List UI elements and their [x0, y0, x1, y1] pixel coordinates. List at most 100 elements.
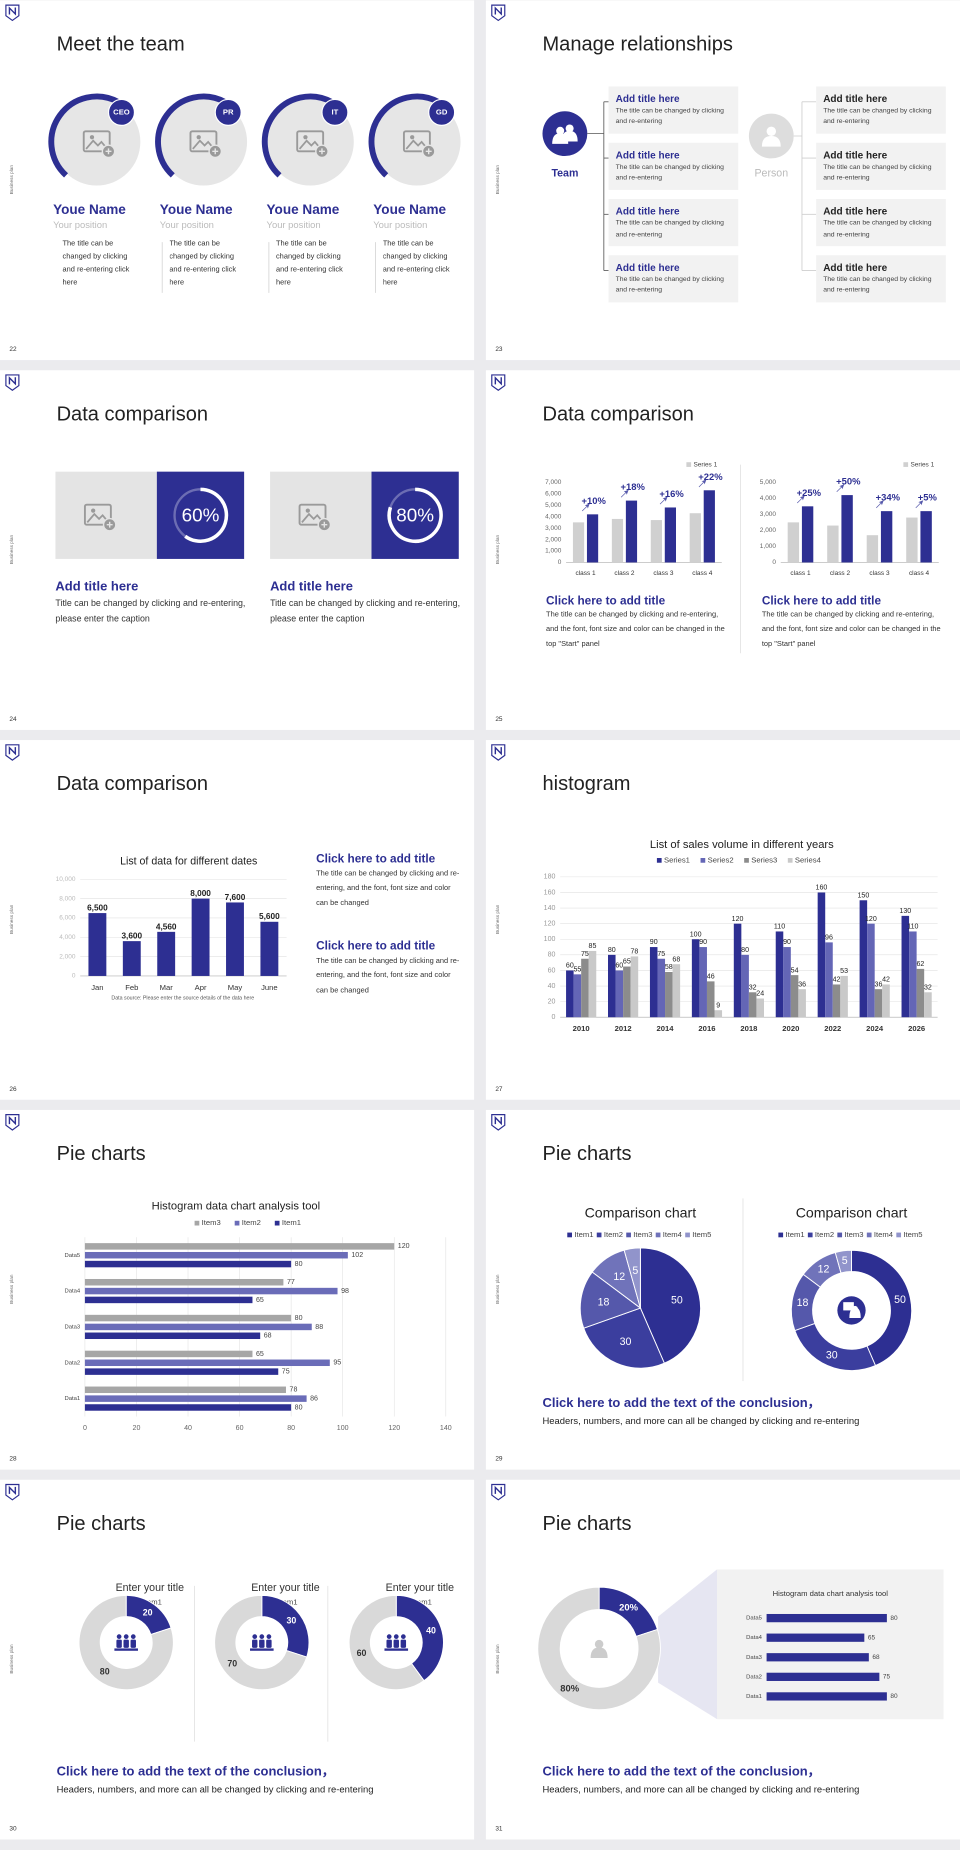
x-tick-label: 120: [388, 1425, 400, 1432]
slide-number: 26: [9, 1086, 17, 1093]
value-label: 75: [657, 951, 665, 958]
y-tick-label: 5,000: [760, 479, 777, 486]
bar: [84, 1368, 279, 1375]
arrow: [698, 479, 707, 488]
legend-label: Item1: [282, 1218, 301, 1227]
arrow: [581, 503, 590, 512]
value-label: 80: [741, 947, 749, 954]
legend-label: Item2: [242, 1218, 261, 1227]
legend-label: Item2: [604, 1230, 623, 1239]
logo: [5, 374, 20, 392]
annotation: +25%: [797, 487, 822, 498]
member-text-box: The title can be changed by clicking and…: [276, 240, 343, 287]
bar: [827, 525, 839, 563]
chart-title: List of sales volume in different years: [650, 839, 834, 851]
bar: [775, 931, 784, 1018]
slide-title: Data comparison: [57, 773, 208, 795]
slice: [395, 1594, 444, 1682]
logo: [5, 744, 20, 761]
callout: [658, 1569, 718, 1720]
image-icon: [89, 135, 95, 140]
logo: [491, 744, 506, 761]
image-icon: [82, 130, 111, 153]
item-text: The title can be changed by clicking and…: [823, 163, 932, 182]
photo-arc: [368, 93, 441, 178]
y-tick-label: Data1: [746, 1694, 762, 1700]
value-label: 36: [798, 981, 806, 988]
y-tick-label: 0: [558, 559, 562, 566]
value-label: 9: [716, 1002, 720, 1009]
bar: [611, 518, 624, 563]
legend-swatch: [837, 1232, 843, 1238]
bar: [122, 941, 141, 976]
value-label: 42: [882, 977, 890, 984]
value-label: 120: [865, 916, 877, 923]
block-title: Click here to add title: [546, 594, 666, 607]
side-label: Business plan: [495, 165, 500, 195]
image-icon: [192, 139, 215, 150]
legend-label: Item4: [874, 1230, 894, 1239]
chart-title: Enter your title: [251, 1582, 320, 1594]
value-label: 30: [286, 1615, 296, 1625]
slide: Business plan 27 histogram List of sales vo…: [485, 740, 960, 1100]
image-icon: [212, 148, 219, 155]
bar: [226, 902, 244, 976]
photo-arc: [155, 93, 227, 178]
legend-label: Item3: [633, 1230, 652, 1239]
value-label: 80%: [560, 1682, 579, 1693]
bar: [840, 975, 848, 1018]
item-title: Add title here: [823, 94, 887, 105]
item-title: Add title here: [823, 263, 887, 274]
slice: [537, 1586, 661, 1711]
annotation: +18%: [620, 481, 645, 492]
slide: Business plan 29 Pie charts Comparison char…: [485, 1109, 960, 1470]
person-icon: [761, 136, 781, 147]
value-label: 85: [589, 943, 597, 950]
image-icon: [83, 503, 112, 526]
logo: [494, 376, 502, 386]
x-tick-label: 2022: [824, 1024, 841, 1033]
group-icon: [386, 1634, 392, 1639]
bar: [630, 956, 639, 1018]
block-text: The title can be changed by clicking and…: [761, 610, 941, 649]
value-label: 102: [351, 1252, 363, 1259]
value-label: 75: [581, 951, 589, 958]
image-icon: [425, 148, 432, 155]
slide-title: Meet the team: [57, 33, 185, 55]
legend-label: Series2: [708, 855, 734, 864]
group-icon: [259, 1634, 265, 1639]
conclusion-text: Headers, numbers, and more can all be ch…: [543, 1783, 860, 1794]
item-box: [816, 255, 946, 303]
slide: Business plan 28 Pie charts Histogram data …: [0, 1109, 475, 1470]
bar: [657, 958, 666, 1018]
legend-swatch: [596, 1232, 602, 1238]
item-title: Add title here: [616, 94, 680, 105]
conclusion-title: Click here to add the text of the conclu…: [57, 1764, 335, 1779]
x-tick-label: 0: [83, 1425, 87, 1432]
group-icon: [386, 1639, 392, 1648]
bar: [699, 947, 707, 1018]
value-label: 65: [868, 1634, 876, 1641]
value-label: 90: [650, 939, 658, 946]
x-tick-label: 20: [133, 1425, 141, 1432]
item-box: [816, 142, 946, 190]
ring-value: [387, 487, 443, 543]
x-tick-label: 80: [287, 1425, 295, 1432]
item-box: [608, 86, 739, 134]
legend-label: Item1: [278, 1597, 297, 1606]
group-icon: [252, 1639, 258, 1648]
logo: [494, 746, 502, 756]
bar: [84, 1404, 292, 1411]
slide-title: Manage relationships: [543, 33, 733, 55]
image-icon: [106, 521, 113, 528]
logo: [494, 1485, 502, 1496]
y-tick-label: 0: [552, 1014, 556, 1021]
logo: [491, 374, 506, 392]
member-name: Youe Name: [373, 202, 446, 217]
value-label: 77: [287, 1279, 295, 1286]
value-label: 120: [398, 1243, 410, 1250]
legend-swatch: [685, 1232, 690, 1238]
x-tick-label: 2010: [573, 1024, 590, 1033]
x-tick-label: class 1: [575, 570, 596, 577]
bar: [191, 898, 210, 976]
